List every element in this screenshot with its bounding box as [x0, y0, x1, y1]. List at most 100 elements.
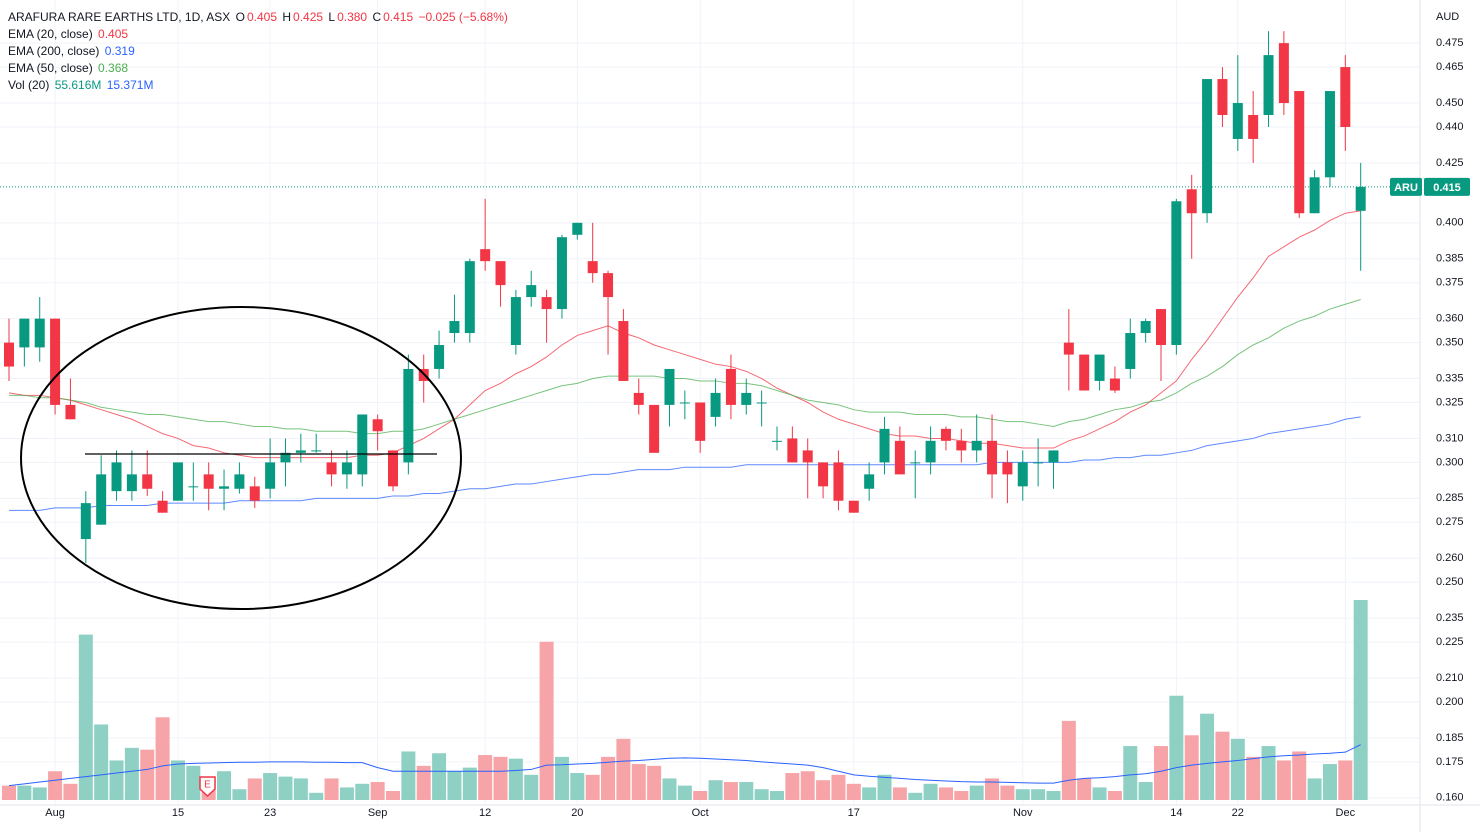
candle-body	[772, 440, 782, 442]
candle-body	[34, 318, 45, 348]
ema-line	[9, 416, 1361, 511]
drawn-ellipse	[20, 306, 462, 610]
candle-body	[833, 462, 844, 501]
candle-body	[940, 428, 951, 441]
volume-bar	[1031, 789, 1046, 800]
volume-bar	[662, 778, 677, 800]
volume-bar	[1322, 764, 1337, 800]
volume-bar	[1307, 778, 1322, 800]
l-value: 0.380	[337, 10, 368, 24]
candle-body	[556, 237, 567, 310]
volume-bar	[1000, 785, 1015, 800]
volume-bar	[293, 778, 308, 800]
volume-bar	[1015, 789, 1030, 800]
candle-body	[1248, 115, 1259, 139]
volume-bar	[816, 780, 831, 800]
y-tick-label: 0.210	[1436, 672, 1464, 684]
candle-body	[1202, 79, 1213, 214]
candle-body	[987, 440, 998, 475]
volume-bar	[493, 756, 508, 800]
candle-body	[1217, 79, 1228, 115]
volume-bar	[324, 778, 339, 800]
volume-bar	[1215, 731, 1230, 800]
volume-ma-value: 15.371M	[106, 78, 154, 92]
candle-body	[618, 321, 629, 381]
y-tick-label: 0.475	[1436, 37, 1464, 49]
volume-bar	[1169, 695, 1184, 800]
volume-bar	[355, 783, 370, 800]
volume-bar	[32, 787, 47, 800]
candle-body	[864, 474, 875, 489]
y-tick-label: 0.325	[1436, 396, 1464, 408]
candle-body	[1033, 462, 1044, 464]
candle-body	[65, 404, 76, 420]
candle-body	[1340, 67, 1351, 127]
volume-bar	[124, 747, 139, 800]
volume-bar	[923, 783, 938, 800]
symbol-marker-label: ARU	[1394, 182, 1418, 194]
candle-body	[1309, 177, 1320, 214]
volume-bar	[478, 755, 493, 800]
candle-body	[603, 273, 614, 298]
volume-bar	[401, 751, 416, 800]
y-tick-label: 0.400	[1436, 217, 1464, 229]
volume-bar	[631, 764, 646, 800]
candle-body	[111, 462, 122, 492]
o-value: 0.405	[246, 10, 277, 24]
candle-body	[1294, 91, 1305, 214]
candle-body	[1263, 55, 1274, 115]
candle-body	[357, 414, 368, 475]
volume-bar	[370, 782, 385, 800]
candle-body	[157, 500, 168, 513]
indicator-value: 0.319	[104, 44, 135, 58]
candle-body	[142, 474, 153, 489]
volume-bar	[877, 774, 892, 800]
x-tick-label: 15	[172, 807, 184, 819]
candle-body	[495, 261, 506, 286]
candle-body	[188, 486, 199, 488]
volume-bar	[170, 760, 185, 800]
candle-body	[203, 474, 214, 489]
volume-pane	[2, 600, 1368, 800]
candle-body	[664, 368, 675, 405]
x-tick-label: Sep	[368, 807, 388, 819]
candle-body	[925, 440, 936, 463]
candle-body	[265, 462, 276, 489]
volume-bar	[217, 771, 232, 800]
candle-body	[894, 440, 905, 475]
volume-bar	[570, 773, 585, 800]
volume-bar	[708, 780, 723, 800]
title: ARAFURA RARE EARTHS LTD, 1D, ASX	[8, 10, 231, 24]
symbol-marker	[1390, 177, 1422, 196]
indicator-row: EMA (50, close) 0.368	[8, 60, 510, 77]
candle-body	[956, 440, 967, 451]
volume-bar	[48, 771, 63, 800]
candle-body	[4, 342, 14, 367]
currency-label: AUD	[1436, 11, 1459, 23]
indicator-row: Vol (20) 55.616M 15.371M	[8, 77, 510, 94]
volume-bar	[1184, 735, 1199, 800]
candle-body	[172, 462, 183, 501]
volume-bar	[969, 785, 984, 800]
x-tick-label: 20	[571, 807, 583, 819]
candle-body	[756, 402, 767, 404]
candle-body	[971, 440, 982, 451]
y-tick-label: 0.335	[1436, 372, 1464, 384]
candle-body	[1232, 103, 1243, 139]
candle-body	[1278, 43, 1289, 104]
ema-line	[9, 299, 1361, 435]
candle-body	[510, 297, 521, 345]
volume-bar	[770, 791, 784, 800]
volume-bar	[739, 782, 754, 800]
candle-body	[96, 474, 107, 525]
c-value: 0.415	[383, 10, 414, 24]
candle-body	[280, 452, 291, 463]
candle-body	[1324, 91, 1335, 178]
candle-body	[234, 474, 245, 489]
y-tick-label: 0.285	[1436, 492, 1464, 504]
y-tick-label: 0.300	[1436, 456, 1464, 468]
earnings-marker[interactable]	[199, 776, 216, 798]
volume-bar	[1077, 778, 1092, 800]
price-marker-label: 0.415	[1433, 182, 1461, 194]
candle-body	[1140, 321, 1151, 334]
